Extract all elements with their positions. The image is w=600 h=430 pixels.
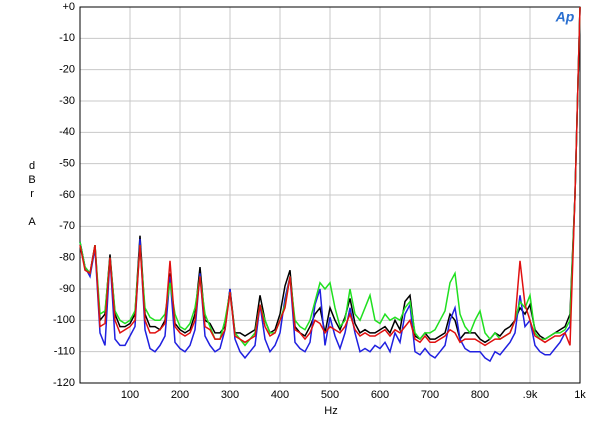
x-tick-label: 800 — [471, 389, 489, 401]
y-tick-label: -20 — [59, 64, 75, 76]
y-tick-label: +0 — [62, 1, 75, 13]
x-tick-label: 500 — [321, 389, 339, 401]
x-tick-label: 700 — [421, 389, 439, 401]
y-tick-label: -30 — [59, 95, 75, 107]
x-tick-label: 1k — [574, 389, 586, 401]
series-line — [79, 6, 581, 347]
y-tick-label: -80 — [59, 252, 75, 264]
y-tick-label: -100 — [53, 314, 75, 326]
x-tick-label: 200 — [171, 389, 189, 401]
y-tick-label: -60 — [59, 189, 75, 201]
x-tick-label: 600 — [371, 389, 389, 401]
plot-frame — [79, 6, 581, 384]
x-tick-label: 400 — [271, 389, 289, 401]
x-axis-label: Hz — [324, 405, 337, 417]
y-tick-label: -40 — [59, 126, 75, 138]
series-line — [79, 6, 581, 363]
y-tick-label: -90 — [59, 283, 75, 295]
y-tick-label: -10 — [59, 32, 75, 44]
series-line — [79, 6, 581, 347]
y-tick-label: -110 — [54, 346, 75, 358]
y-tick-label: -70 — [59, 220, 75, 232]
y-tick-label: -50 — [59, 158, 75, 170]
y-tick-label: -120 — [53, 377, 75, 389]
x-tick-label: .9k — [523, 389, 538, 401]
x-tick-label: 300 — [221, 389, 239, 401]
logo: Ap — [555, 9, 575, 25]
x-tick-label: 100 — [121, 389, 139, 401]
y-axis-label: dBr A — [26, 160, 38, 230]
